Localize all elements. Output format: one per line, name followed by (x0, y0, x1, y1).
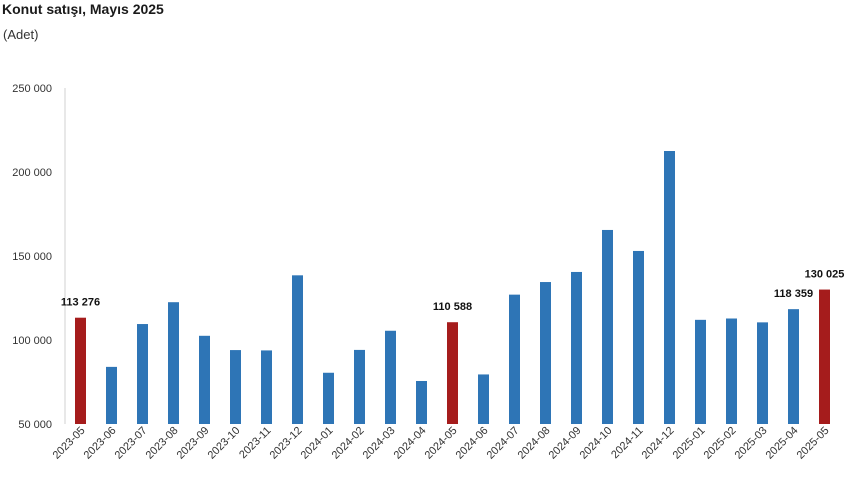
bar-2024-06 (478, 374, 489, 424)
data-labels: 113 276 110 588 118 359 130 025 (61, 269, 844, 314)
bar-2024-01 (323, 372, 334, 424)
bars (75, 151, 830, 424)
bar-2024-02 (354, 349, 365, 424)
y-tick-label: 100 000 (12, 335, 52, 347)
x-tick-label: 2024-08 (516, 425, 553, 462)
x-tick-label: 2024-04 (392, 425, 429, 462)
y-tick-label: 50 000 (18, 419, 52, 431)
data-label: 110 588 (433, 301, 472, 313)
bar-2024-03 (385, 330, 396, 424)
x-tick-label: 2025-05 (795, 425, 832, 462)
bar-2025-02 (726, 318, 737, 424)
x-tick-label: 2023-08 (144, 425, 181, 462)
data-label: 113 276 (61, 297, 100, 309)
bar-2023-05 (75, 317, 86, 424)
x-tick-label: 2023-05 (51, 425, 88, 462)
x-tick-label: 2024-05 (423, 425, 460, 462)
x-tick-label: 2023-06 (82, 425, 119, 462)
bar-2024-10 (602, 229, 613, 424)
bar-2025-04 (788, 309, 799, 424)
x-tick-label: 2023-11 (237, 425, 273, 461)
x-tick-label: 2024-02 (330, 425, 367, 462)
y-tick-label: 150 000 (12, 251, 52, 263)
bar-2025-03 (757, 322, 768, 424)
x-tick-label: 2024-07 (485, 425, 522, 462)
y-tick-label: 200 000 (12, 167, 52, 179)
data-label: 118 359 (774, 288, 813, 300)
chart-subtitle: (Adet) (3, 27, 39, 42)
y-axis-ticks: 50 000 100 000 150 000 200 000 250 000 (12, 83, 52, 431)
bar-2024-04 (416, 380, 427, 424)
x-tick-label: 2024-11 (609, 425, 645, 461)
bar-2024-05 (447, 322, 458, 424)
bar-2023-09 (199, 335, 210, 424)
bar-2024-07 (509, 294, 520, 424)
bar-2023-07 (137, 324, 148, 424)
x-tick-label: 2024-10 (578, 425, 615, 462)
x-tick-label: 2024-06 (454, 425, 491, 462)
x-tick-label: 2025-03 (733, 425, 770, 462)
bar-2023-08 (168, 302, 179, 424)
x-tick-label: 2024-03 (361, 425, 398, 462)
x-tick-label: 2024-12 (640, 425, 677, 462)
bar-2024-12 (664, 151, 675, 424)
chart-title: Konut satışı, Mayıs 2025 (2, 1, 164, 17)
x-tick-label: 2024-09 (547, 425, 584, 462)
bar-2023-06 (106, 366, 117, 424)
y-tick-label: 250 000 (12, 83, 52, 95)
bar-2024-09 (571, 271, 582, 424)
x-tick-label: 2023-12 (268, 425, 305, 462)
x-tick-label: 2023-10 (206, 425, 243, 462)
bar-2024-11 (633, 250, 644, 424)
bar-2024-08 (540, 282, 551, 424)
bar-2023-11 (261, 350, 272, 424)
bar-2023-10 (230, 350, 241, 424)
x-tick-label: 2023-09 (175, 425, 212, 462)
bar-2023-12 (292, 275, 303, 424)
x-tick-label: 2025-04 (764, 425, 801, 462)
x-tick-label: 2023-07 (113, 425, 150, 462)
x-tick-label: 2025-01 (671, 425, 708, 462)
x-axis-labels: 2023-052023-062023-072023-082023-092023-… (51, 425, 832, 462)
x-tick-label: 2025-02 (702, 425, 739, 462)
data-label: 130 025 (805, 269, 845, 281)
bar-2025-01 (695, 319, 706, 424)
x-tick-label: 2024-01 (299, 425, 336, 462)
bar-2025-05 (819, 289, 830, 424)
